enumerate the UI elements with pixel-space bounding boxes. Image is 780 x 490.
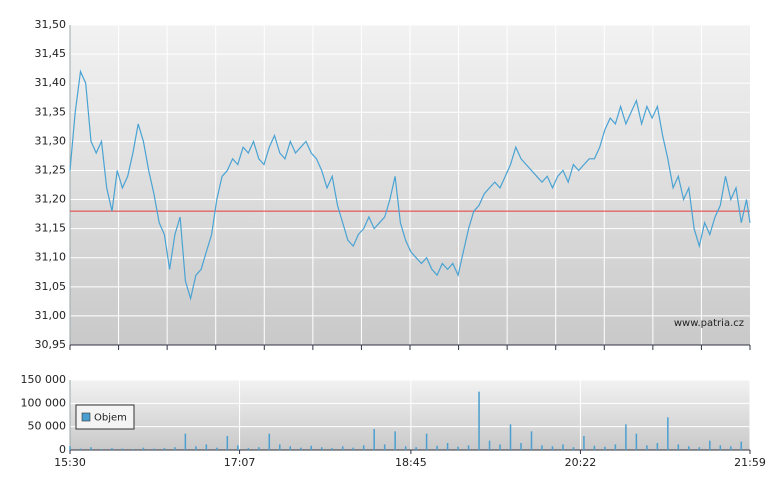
volume-bar: [415, 447, 417, 450]
legend-swatch: [81, 412, 91, 422]
y-tick-label: 31,05: [35, 280, 67, 293]
volume-bar: [310, 445, 312, 450]
volume-bar: [90, 447, 92, 450]
y-tick-label: 30,95: [35, 338, 67, 351]
x-tick-label: 18:45: [395, 456, 427, 469]
volume-bar: [404, 446, 407, 450]
volume-bar: [520, 443, 522, 450]
volume-bar: [604, 446, 606, 450]
volume-bar: [698, 447, 701, 450]
y-tick-label: 150 000: [21, 373, 67, 386]
chart-layer: 30,95 31,00 31,05 31,10 31,15 31,20 31,25 31,30…: [21, 18, 766, 469]
volume-bar: [719, 445, 722, 450]
y-tick-label: 31,15: [35, 222, 67, 235]
volume-bar: [562, 444, 564, 450]
volume-bar: [132, 449, 134, 450]
volume-bar: [593, 445, 596, 450]
y-tick-label: 31,25: [35, 163, 67, 176]
y-tick-label: 31,45: [35, 47, 67, 60]
volume-bar: [352, 447, 354, 450]
x-tick-label: 20:22: [565, 456, 597, 469]
volume-bar: [331, 448, 333, 450]
volume-bar: [656, 443, 659, 450]
volume-bar: [195, 446, 197, 450]
volume-bar: [394, 431, 396, 450]
volume-bar: [730, 446, 732, 450]
volume-bar: [499, 444, 501, 450]
volume-bar: [635, 433, 638, 450]
x-tick-label: 21:59: [734, 456, 766, 469]
volume-bar: [667, 417, 669, 450]
volume-bar: [583, 436, 585, 450]
volume-bar: [279, 444, 281, 450]
volume-plot-area: [70, 380, 750, 450]
legend: Objem: [75, 404, 135, 430]
volume-bar: [153, 448, 155, 450]
volume-bar: [299, 447, 302, 450]
volume-bar: [226, 436, 229, 450]
volume-bar: [488, 440, 491, 450]
volume-bar: [184, 433, 187, 450]
volume-bar: [237, 445, 239, 450]
volume-bar: [625, 424, 627, 450]
volume-bar: [111, 448, 113, 450]
y-tick-label: 31,30: [35, 134, 67, 147]
volume-bar: [268, 433, 271, 450]
volume-bar: [121, 448, 124, 450]
volume-bar: [530, 431, 533, 450]
y-tick-label: 31,00: [35, 309, 67, 322]
volume-bar: [341, 446, 344, 450]
y-tick-label: 31,20: [35, 193, 67, 206]
volume-bar: [425, 433, 428, 450]
y-tick-label: 0: [59, 443, 66, 456]
volume-bar: [142, 447, 145, 450]
watermark: www.patria.cz: [674, 318, 744, 329]
volume-bar: [677, 444, 680, 450]
volume-bar: [740, 441, 743, 450]
volume-bar: [467, 445, 470, 450]
volume-bar: [572, 447, 575, 450]
volume-bar: [69, 446, 71, 450]
volume-bar: [163, 448, 166, 450]
y-tick-label: 100 000: [21, 396, 67, 409]
volume-bar: [446, 443, 449, 450]
volume-bar: [205, 444, 208, 450]
volume-bar: [646, 445, 648, 450]
volume-bar: [362, 445, 365, 450]
x-tick-label: 17:07: [224, 456, 256, 469]
volume-bar: [289, 446, 292, 450]
volume-bar: [457, 446, 459, 450]
volume-bar: [614, 444, 617, 450]
volume-bar: [216, 447, 218, 450]
volume-bar: [373, 429, 375, 450]
volume-bar: [436, 445, 438, 450]
x-tick-label: 15:30: [54, 456, 86, 469]
price-line: [69, 69, 751, 301]
legend-label: Objem: [94, 413, 127, 424]
volume-bar: [247, 448, 250, 450]
volume-bar: [709, 440, 711, 450]
volume-bar: [320, 447, 323, 450]
volume-bar: [383, 444, 386, 450]
volume-bar: [478, 391, 480, 450]
volume-bar: [541, 445, 543, 450]
y-tick-label: 31,40: [35, 76, 67, 89]
volume-bar: [688, 446, 690, 450]
volume-bar: [509, 424, 512, 450]
y-tick-label: 50 000: [28, 420, 67, 433]
volume-bar: [174, 447, 176, 450]
y-tick-label: 31,50: [35, 18, 67, 31]
y-tick-label: 31,10: [35, 251, 67, 264]
volume-bar: [79, 448, 82, 450]
volume-bar: [100, 449, 103, 450]
volume-bar: [551, 446, 554, 450]
y-tick-label: 31,35: [35, 105, 67, 118]
volume-bar: [258, 447, 260, 450]
